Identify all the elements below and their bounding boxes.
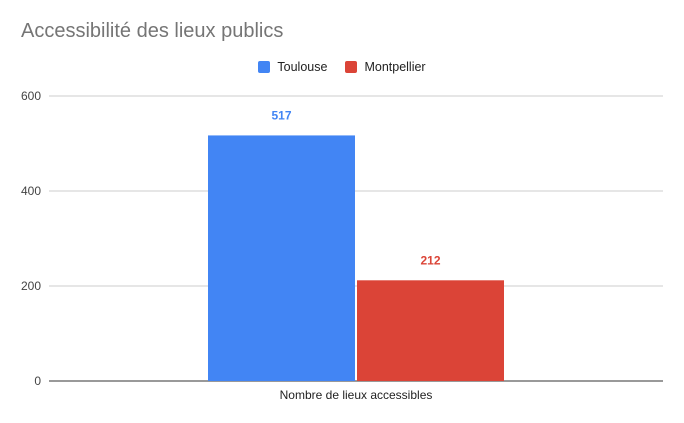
bar-montpellier <box>357 280 504 381</box>
y-tick-label-400: 400 <box>21 184 41 198</box>
x-category-label: Nombre de lieux accessibles <box>280 388 433 402</box>
legend-label-toulouse: Toulouse <box>277 60 328 74</box>
legend-item-toulouse[interactable]: Toulouse <box>258 60 327 74</box>
data-label-montpellier: 212 <box>420 253 440 267</box>
legend-swatch-montpellier <box>345 61 358 73</box>
y-tick-label-600: 600 <box>21 89 41 103</box>
y-tick-label-0: 0 <box>34 374 41 388</box>
y-tick-label-200: 200 <box>21 279 41 293</box>
chart-title: Accessibilité des lieux publics <box>21 20 284 42</box>
bar-toulouse <box>208 135 355 381</box>
legend: Toulouse Montpellier <box>0 60 684 74</box>
data-label-toulouse: 517 <box>271 108 291 122</box>
legend-label-montpellier: Montpellier <box>364 60 426 74</box>
legend-item-montpellier[interactable]: Montpellier <box>345 60 426 74</box>
legend-swatch-toulouse <box>258 61 271 73</box>
